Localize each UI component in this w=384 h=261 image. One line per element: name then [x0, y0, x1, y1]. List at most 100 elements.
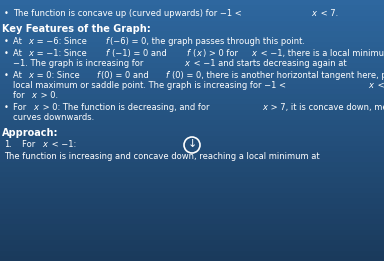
Bar [0, 224, 384, 230]
Text: (−1) = 0 and: (−1) = 0 and [112, 49, 169, 58]
Text: The function is increasing and concave down, reaching a local minimum at: The function is increasing and concave d… [4, 152, 322, 161]
Bar [0, 52, 384, 57]
Bar [0, 172, 384, 177]
Bar [0, 219, 384, 224]
Text: f: f [97, 71, 100, 80]
Bar [0, 136, 384, 141]
Bar [0, 63, 384, 68]
Text: x: x [28, 49, 33, 58]
Text: < 7.: < 7. [318, 9, 338, 18]
Bar [0, 235, 384, 240]
Bar [0, 198, 384, 204]
Bar [0, 89, 384, 94]
Text: x: x [197, 49, 202, 58]
Text: x: x [43, 140, 48, 149]
Bar [0, 240, 384, 245]
Bar [0, 73, 384, 78]
Bar [0, 146, 384, 151]
Text: •: • [4, 71, 9, 80]
Text: > 0.: > 0. [38, 91, 58, 100]
Text: x: x [28, 37, 33, 46]
Text: •: • [4, 49, 9, 58]
Bar [0, 256, 384, 261]
Bar [0, 104, 384, 110]
Bar [0, 26, 384, 31]
Text: x: x [369, 81, 374, 90]
Text: For: For [22, 140, 38, 149]
Text: f: f [106, 37, 109, 46]
Text: < 0, and starts decreasi: < 0, and starts decreasi [375, 81, 384, 90]
Text: ↓: ↓ [187, 139, 197, 149]
Text: •: • [4, 103, 9, 112]
Text: (0) = 0 and: (0) = 0 and [101, 71, 151, 80]
Text: •: • [4, 9, 9, 18]
Bar [0, 162, 384, 167]
Text: x: x [311, 9, 316, 18]
Bar [0, 21, 384, 26]
Bar [0, 204, 384, 209]
Bar [0, 57, 384, 63]
Text: f′: f′ [166, 71, 170, 80]
Text: > 0: The function is decreasing, and for: > 0: The function is decreasing, and for [40, 103, 212, 112]
Bar [0, 230, 384, 235]
Text: f′: f′ [186, 49, 191, 58]
Text: = −1: Since: = −1: Since [34, 49, 90, 58]
Bar [0, 183, 384, 188]
Bar [0, 31, 384, 37]
Bar [0, 10, 384, 16]
Bar [0, 68, 384, 73]
Bar [0, 130, 384, 136]
Text: x: x [252, 49, 257, 58]
Bar [0, 16, 384, 21]
Text: (: ( [192, 49, 195, 58]
Text: = −6: Since: = −6: Since [34, 37, 90, 46]
Bar [0, 110, 384, 115]
Text: x: x [33, 103, 38, 112]
Bar [0, 151, 384, 157]
Text: At: At [13, 49, 25, 58]
Text: for: for [13, 91, 27, 100]
Text: The function is concave up (curved upwards) for −1 <: The function is concave up (curved upwar… [13, 9, 244, 18]
Bar [0, 120, 384, 125]
Bar [0, 125, 384, 130]
Bar [0, 245, 384, 251]
Text: curves downwards.: curves downwards. [13, 113, 94, 122]
Text: local maximum or saddle point. The graph is increasing for −1 <: local maximum or saddle point. The graph… [13, 81, 289, 90]
Text: (−6) = 0, the graph passes through this point.: (−6) = 0, the graph passes through this … [110, 37, 305, 46]
Bar [0, 115, 384, 120]
Text: At: At [13, 37, 25, 46]
Text: For: For [13, 103, 29, 112]
Bar [0, 214, 384, 219]
Text: 1.: 1. [4, 140, 12, 149]
Text: x: x [185, 59, 190, 68]
Bar [0, 193, 384, 198]
Text: > 7, it is concave down, meaning the graph: > 7, it is concave down, meaning the gra… [268, 103, 384, 112]
Bar [0, 78, 384, 84]
Text: x: x [28, 71, 33, 80]
Bar [0, 0, 384, 5]
Text: (0) = 0, there is another horizontal tangent here, possibly: (0) = 0, there is another horizontal tan… [172, 71, 384, 80]
Text: < −1 and starts decreasing again at: < −1 and starts decreasing again at [191, 59, 349, 68]
Text: ) > 0 for: ) > 0 for [203, 49, 241, 58]
Bar [0, 251, 384, 256]
Bar [0, 188, 384, 193]
Text: Key Features of the Graph:: Key Features of the Graph: [2, 24, 151, 34]
Bar [0, 177, 384, 183]
Bar [0, 94, 384, 99]
Text: At: At [13, 71, 25, 80]
Bar [0, 167, 384, 172]
Text: x: x [262, 103, 267, 112]
Text: −1. The graph is increasing for: −1. The graph is increasing for [13, 59, 146, 68]
Text: = 0: Since: = 0: Since [34, 71, 83, 80]
Bar [0, 157, 384, 162]
Bar [0, 5, 384, 10]
Bar [0, 37, 384, 42]
Text: f′: f′ [106, 49, 111, 58]
Text: < −1:: < −1: [49, 140, 76, 149]
Bar [0, 209, 384, 214]
Bar [0, 99, 384, 104]
Text: Approach:: Approach: [2, 128, 58, 138]
Bar [0, 141, 384, 146]
Text: < −1, there is a local minimum at: < −1, there is a local minimum at [258, 49, 384, 58]
Bar [0, 42, 384, 47]
